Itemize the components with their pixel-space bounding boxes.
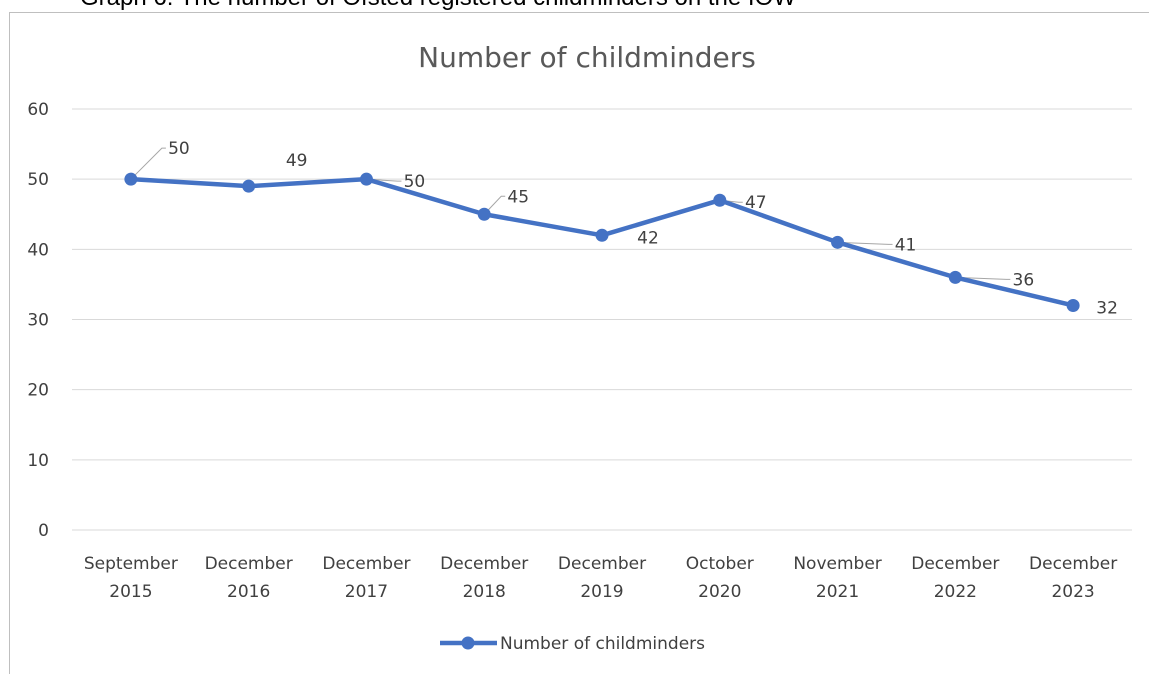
chart-border — [9, 12, 1149, 674]
data-label: 32 — [1096, 298, 1118, 318]
x-tick-label: November — [793, 554, 881, 574]
x-tick-label: December — [558, 554, 646, 574]
y-tick-label: 20 — [27, 381, 49, 401]
leader-line — [366, 178, 402, 182]
x-tick-label: December — [440, 554, 528, 574]
legend-label: Number of childminders — [500, 634, 705, 654]
data-label: 50 — [168, 139, 190, 159]
leader-line — [130, 147, 166, 180]
chart-title: Number of childminders — [418, 41, 756, 74]
x-tick-label: 2018 — [463, 582, 506, 602]
y-axis-tick-labels: 0 10 20 30 40 50 60 — [27, 100, 49, 541]
series-number-of-childminders — [124, 172, 1080, 312]
data-point — [124, 172, 138, 186]
leader-line — [955, 276, 1011, 280]
data-labels: 50 49 50 45 42 47 41 36 32 — [168, 139, 1118, 318]
y-tick-label: 60 — [27, 100, 49, 120]
leader-line — [837, 241, 893, 245]
leader-line — [483, 195, 506, 215]
legend-marker — [461, 636, 475, 650]
y-tick-label: 30 — [27, 311, 49, 331]
legend: Number of childminders — [440, 634, 705, 654]
x-tick-label: September — [84, 554, 178, 574]
page-caption: Graph 6: The number of Ofsted registered… — [80, 0, 1080, 14]
data-label-leader-lines — [130, 147, 1011, 280]
x-tick-label: 2022 — [934, 582, 977, 602]
data-point — [595, 228, 609, 242]
y-tick-label: 0 — [38, 521, 49, 541]
data-point — [948, 270, 962, 284]
data-label: 49 — [286, 151, 308, 171]
x-axis-tick-labels: September 2015 December 2016 December 2017 Dec… — [84, 554, 1117, 602]
data-point — [359, 172, 373, 186]
data-points — [124, 172, 1080, 312]
data-label: 45 — [507, 187, 529, 207]
y-tick-label: 40 — [27, 240, 49, 260]
y-tick-label: 50 — [27, 170, 49, 190]
data-label: 47 — [745, 193, 767, 213]
x-tick-label: 2016 — [227, 582, 270, 602]
data-label: 50 — [404, 172, 426, 192]
y-tick-label: 10 — [27, 451, 49, 471]
data-label: 36 — [1013, 270, 1035, 290]
x-tick-label: 2017 — [345, 582, 388, 602]
x-tick-label: December — [911, 554, 999, 574]
x-tick-label: December — [1029, 554, 1117, 574]
gridlines — [72, 108, 1132, 531]
x-tick-label: December — [322, 554, 410, 574]
data-point — [242, 179, 256, 193]
x-tick-label: December — [205, 554, 293, 574]
data-point — [477, 207, 491, 221]
data-point — [713, 193, 727, 207]
data-label: 41 — [895, 235, 917, 255]
data-point — [1066, 298, 1080, 312]
x-tick-label: 2019 — [580, 582, 623, 602]
data-label: 42 — [637, 228, 659, 248]
data-point — [831, 235, 845, 249]
x-tick-label: 2021 — [816, 582, 859, 602]
x-tick-label: 2015 — [109, 582, 152, 602]
x-tick-label: 2023 — [1051, 582, 1094, 602]
x-tick-label: October — [686, 554, 754, 574]
x-tick-label: 2020 — [698, 582, 741, 602]
